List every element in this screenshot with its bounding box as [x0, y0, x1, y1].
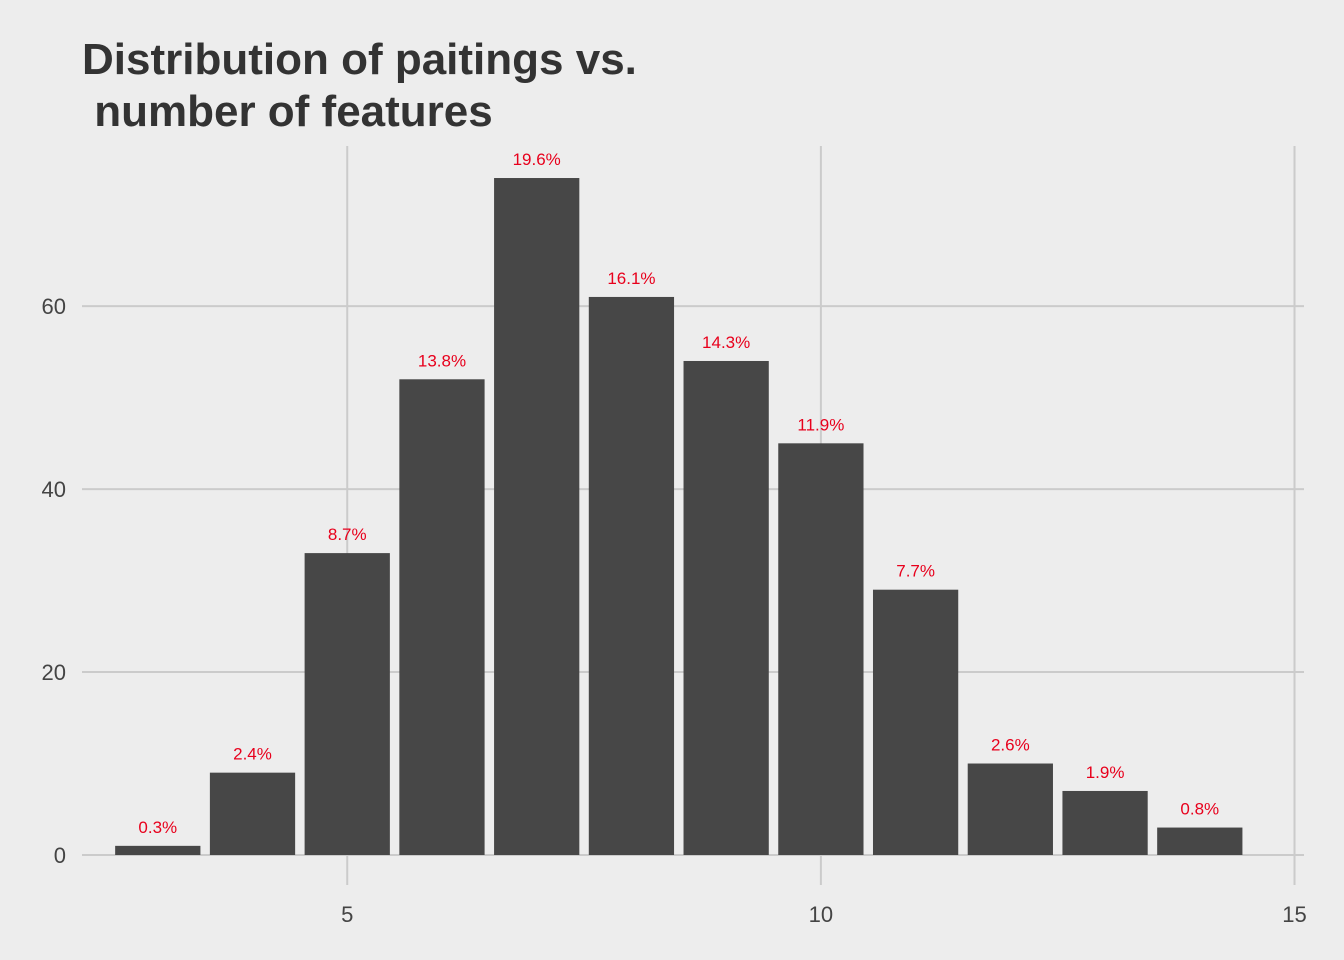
bar-6: [399, 379, 485, 855]
y-tick-label-20: 20: [42, 660, 66, 685]
y-tick-label-60: 60: [42, 294, 66, 319]
x-tick-label-5: 5: [341, 902, 353, 927]
bar-layer: [115, 178, 1243, 856]
bar-8: [588, 296, 675, 856]
data-label-6: 13.8%: [418, 351, 466, 370]
bar-4: [209, 772, 296, 855]
data-label-10: 11.9%: [797, 415, 844, 434]
data-label-5: 8.7%: [328, 525, 367, 544]
data-label-8: 16.1%: [607, 269, 655, 288]
bar-13: [1062, 790, 1148, 855]
chart-title-line-1: Distribution of paitings vs.: [82, 35, 637, 84]
data-label-3: 0.3%: [138, 818, 177, 837]
y-tick-label-40: 40: [42, 477, 66, 502]
data-label-9: 14.3%: [702, 333, 750, 352]
y-tick-label-0: 0: [54, 843, 66, 868]
data-label-14: 0.8%: [1180, 800, 1219, 819]
data-label-11: 7.7%: [896, 562, 935, 581]
bar-10: [778, 443, 864, 855]
bar-3: [115, 845, 201, 855]
data-label-7: 19.6%: [513, 150, 561, 169]
tick-label-layer: 0 20 40 60 5 10 15: [42, 294, 1307, 927]
chart-title: Distribution of paitings vs. number of f…: [82, 34, 637, 138]
data-label-13: 1.9%: [1086, 763, 1125, 782]
data-label-layer: 0.3% 2.4% 8.7% 13.8% 19.6% 16.1% 14.3% 11.9% 7.7…: [138, 150, 1219, 837]
bar-9: [683, 360, 769, 855]
data-label-12: 2.6%: [991, 736, 1030, 755]
bar-7: [494, 178, 580, 855]
data-label-4: 2.4%: [233, 745, 272, 764]
bar-5: [304, 553, 390, 855]
chart-title-line-2: number of features: [82, 87, 493, 136]
bar-11: [872, 589, 959, 855]
x-tick-label-10: 10: [809, 902, 833, 927]
bar-12: [967, 763, 1053, 855]
bar-14: [1157, 827, 1243, 855]
x-tick-label-15: 15: [1282, 902, 1306, 927]
